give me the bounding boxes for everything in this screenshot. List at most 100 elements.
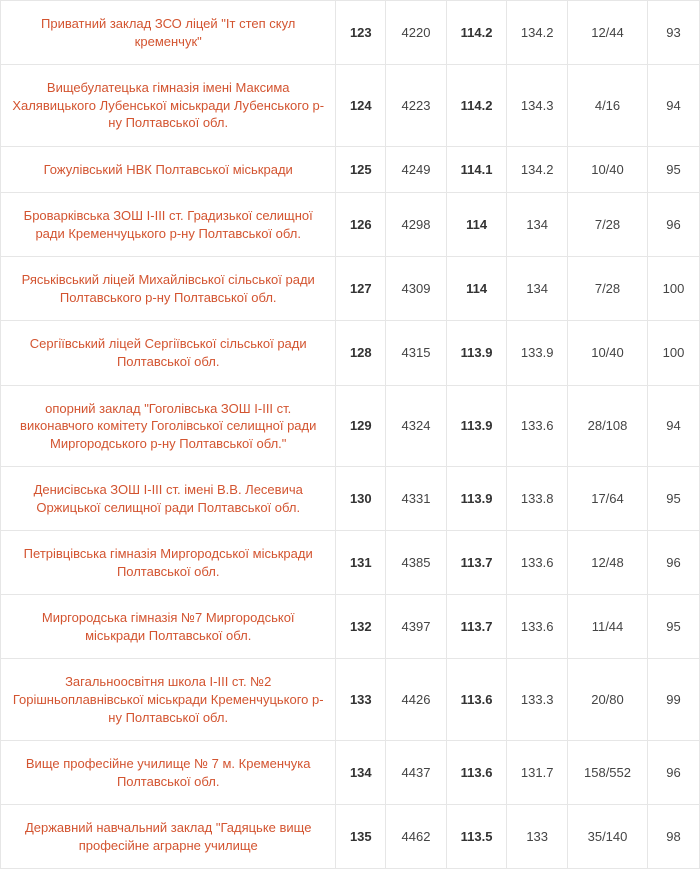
rank-cell: 128 bbox=[336, 321, 386, 385]
fraction-cell: 12/48 bbox=[567, 531, 647, 595]
id-cell: 4298 bbox=[386, 193, 447, 257]
school-link[interactable]: Загальноосвітня школа І-ІІІ ст. №2 Горіш… bbox=[13, 674, 324, 724]
school-link[interactable]: опорний заклад "Гоголівська ЗОШ І-ІІІ ст… bbox=[20, 401, 316, 451]
score1-cell: 114 bbox=[446, 257, 507, 321]
school-name-cell: Приватний заклад ЗСО ліцей "Іт степ скул… bbox=[1, 1, 336, 65]
last-cell: 98 bbox=[648, 805, 700, 869]
school-link[interactable]: Денисівська ЗОШ І-ІІІ ст. імені В.В. Лес… bbox=[34, 482, 303, 515]
table-row: Петрівцівська гімназія Миргородської міс… bbox=[1, 531, 700, 595]
rank-cell: 131 bbox=[336, 531, 386, 595]
school-link[interactable]: Ряськівський ліцей Михайлівської сільськ… bbox=[22, 272, 315, 305]
rank-cell: 134 bbox=[336, 741, 386, 805]
last-cell: 95 bbox=[648, 595, 700, 659]
score2-cell: 134.3 bbox=[507, 65, 568, 147]
table-row: Приватний заклад ЗСО ліцей "Іт степ скул… bbox=[1, 1, 700, 65]
school-link[interactable]: Петрівцівська гімназія Миргородської міс… bbox=[24, 546, 313, 579]
score1-cell: 113.7 bbox=[446, 595, 507, 659]
school-name-cell: Сергіївський ліцей Сергіївської сільсько… bbox=[1, 321, 336, 385]
score2-cell: 133 bbox=[507, 805, 568, 869]
score2-cell: 133.9 bbox=[507, 321, 568, 385]
fraction-cell: 28/108 bbox=[567, 385, 647, 467]
fraction-cell: 35/140 bbox=[567, 805, 647, 869]
school-name-cell: Броварківська ЗОШ І-ІІІ ст. Градизької с… bbox=[1, 193, 336, 257]
table-row: Загальноосвітня школа І-ІІІ ст. №2 Горіш… bbox=[1, 659, 700, 741]
table-row: Вищебулатецька гімназія імені Максима Ха… bbox=[1, 65, 700, 147]
id-cell: 4437 bbox=[386, 741, 447, 805]
id-cell: 4249 bbox=[386, 146, 447, 193]
fraction-cell: 7/28 bbox=[567, 257, 647, 321]
fraction-cell: 20/80 bbox=[567, 659, 647, 741]
score2-cell: 133.6 bbox=[507, 385, 568, 467]
last-cell: 96 bbox=[648, 531, 700, 595]
school-name-cell: Загальноосвітня школа І-ІІІ ст. №2 Горіш… bbox=[1, 659, 336, 741]
last-cell: 96 bbox=[648, 741, 700, 805]
last-cell: 93 bbox=[648, 1, 700, 65]
score1-cell: 113.5 bbox=[446, 805, 507, 869]
id-cell: 4397 bbox=[386, 595, 447, 659]
school-link[interactable]: Вище професійне училище № 7 м. Кременчук… bbox=[26, 756, 311, 789]
score1-cell: 113.9 bbox=[446, 467, 507, 531]
id-cell: 4223 bbox=[386, 65, 447, 147]
school-link[interactable]: Вищебулатецька гімназія імені Максима Ха… bbox=[12, 80, 324, 130]
id-cell: 4385 bbox=[386, 531, 447, 595]
rank-cell: 133 bbox=[336, 659, 386, 741]
last-cell: 96 bbox=[648, 193, 700, 257]
school-name-cell: Гожулівський НВК Полтавської міськради bbox=[1, 146, 336, 193]
school-link[interactable]: Приватний заклад ЗСО ліцей "Іт степ скул… bbox=[41, 16, 295, 49]
school-name-cell: Миргородська гімназія №7 Миргородської м… bbox=[1, 595, 336, 659]
score2-cell: 134 bbox=[507, 257, 568, 321]
table-row: Миргородська гімназія №7 Миргородської м… bbox=[1, 595, 700, 659]
rank-cell: 127 bbox=[336, 257, 386, 321]
score2-cell: 134 bbox=[507, 193, 568, 257]
score2-cell: 131.7 bbox=[507, 741, 568, 805]
score2-cell: 133.6 bbox=[507, 531, 568, 595]
rank-cell: 129 bbox=[336, 385, 386, 467]
last-cell: 94 bbox=[648, 65, 700, 147]
rank-cell: 125 bbox=[336, 146, 386, 193]
id-cell: 4331 bbox=[386, 467, 447, 531]
rank-cell: 135 bbox=[336, 805, 386, 869]
school-link[interactable]: Миргородська гімназія №7 Миргородської м… bbox=[42, 610, 295, 643]
school-link[interactable]: Сергіївський ліцей Сергіївської сільсько… bbox=[30, 336, 307, 369]
score1-cell: 113.6 bbox=[446, 741, 507, 805]
table-row: Сергіївський ліцей Сергіївської сільсько… bbox=[1, 321, 700, 385]
score2-cell: 134.2 bbox=[507, 1, 568, 65]
fraction-cell: 17/64 bbox=[567, 467, 647, 531]
last-cell: 100 bbox=[648, 257, 700, 321]
school-name-cell: Державний навчальний заклад "Гадяцьке ви… bbox=[1, 805, 336, 869]
score1-cell: 114.2 bbox=[446, 65, 507, 147]
school-name-cell: Ряськівський ліцей Михайлівської сільськ… bbox=[1, 257, 336, 321]
school-name-cell: Денисівська ЗОШ І-ІІІ ст. імені В.В. Лес… bbox=[1, 467, 336, 531]
schools-table: Приватний заклад ЗСО ліцей "Іт степ скул… bbox=[0, 0, 700, 869]
rank-cell: 123 bbox=[336, 1, 386, 65]
school-name-cell: Вище професійне училище № 7 м. Кременчук… bbox=[1, 741, 336, 805]
table-row: Броварківська ЗОШ І-ІІІ ст. Градизької с… bbox=[1, 193, 700, 257]
score1-cell: 113.9 bbox=[446, 385, 507, 467]
table-row: опорний заклад "Гоголівська ЗОШ І-ІІІ ст… bbox=[1, 385, 700, 467]
score1-cell: 113.9 bbox=[446, 321, 507, 385]
school-link[interactable]: Броварківська ЗОШ І-ІІІ ст. Градизької с… bbox=[24, 208, 313, 241]
last-cell: 99 bbox=[648, 659, 700, 741]
last-cell: 95 bbox=[648, 146, 700, 193]
id-cell: 4324 bbox=[386, 385, 447, 467]
score1-cell: 114 bbox=[446, 193, 507, 257]
id-cell: 4315 bbox=[386, 321, 447, 385]
last-cell: 95 bbox=[648, 467, 700, 531]
school-name-cell: Петрівцівська гімназія Миргородської міс… bbox=[1, 531, 336, 595]
fraction-cell: 7/28 bbox=[567, 193, 647, 257]
school-name-cell: опорний заклад "Гоголівська ЗОШ І-ІІІ ст… bbox=[1, 385, 336, 467]
rank-cell: 126 bbox=[336, 193, 386, 257]
school-name-cell: Вищебулатецька гімназія імені Максима Ха… bbox=[1, 65, 336, 147]
score2-cell: 133.8 bbox=[507, 467, 568, 531]
fraction-cell: 4/16 bbox=[567, 65, 647, 147]
id-cell: 4220 bbox=[386, 1, 447, 65]
table-row: Денисівська ЗОШ І-ІІІ ст. імені В.В. Лес… bbox=[1, 467, 700, 531]
score1-cell: 113.6 bbox=[446, 659, 507, 741]
fraction-cell: 12/44 bbox=[567, 1, 647, 65]
table-row: Гожулівський НВК Полтавської міськради 12… bbox=[1, 146, 700, 193]
fraction-cell: 10/40 bbox=[567, 321, 647, 385]
school-link[interactable]: Гожулівський НВК Полтавської міськради bbox=[44, 162, 293, 177]
id-cell: 4426 bbox=[386, 659, 447, 741]
rank-cell: 130 bbox=[336, 467, 386, 531]
school-link[interactable]: Державний навчальний заклад "Гадяцьке ви… bbox=[25, 820, 311, 853]
